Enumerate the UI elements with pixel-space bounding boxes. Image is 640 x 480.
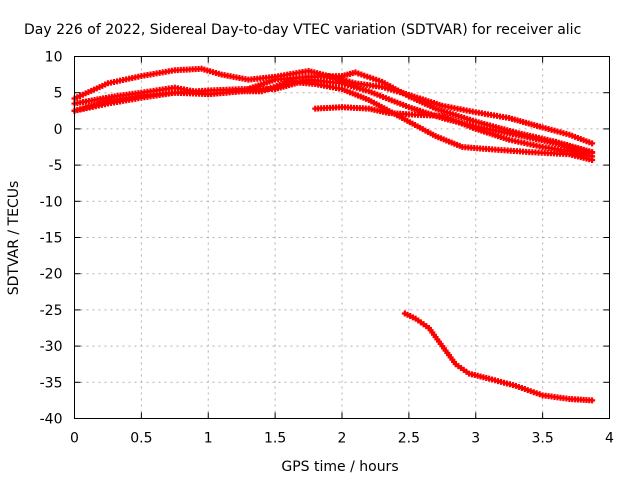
x-tick-label: 0.5 [130, 431, 152, 447]
y-tick-label: 5 [54, 86, 63, 102]
tick-layer: 0 0.5 1 1.5 2 2.5 3 3.5 4 10 5 0 -5 -10 -15 -20 -25 -30 -3… [40, 50, 614, 447]
x-tick-label: 4 [605, 431, 614, 447]
y-tick-label: -15 [40, 231, 63, 247]
series-sat-d [71, 78, 596, 164]
x-tick-label: 1 [204, 431, 213, 447]
y-tick-label: -30 [40, 339, 63, 355]
x-tick-label: 1.5 [264, 431, 286, 447]
y-tick-label: 10 [45, 50, 63, 66]
x-tick-label: 2.5 [398, 431, 420, 447]
x-tick-label: 3 [471, 431, 480, 447]
y-axis-label: SDTVAR / TECUs [6, 181, 22, 296]
series-sat-e [312, 104, 596, 160]
series-sat-f [401, 310, 596, 404]
data-point [589, 153, 596, 160]
data-point [589, 397, 596, 404]
data-point [589, 140, 596, 147]
series-trace [404, 312, 593, 402]
x-axis-label: GPS time / hours [281, 459, 398, 475]
x-tick-label: 3.5 [531, 431, 553, 447]
y-tick-label: -25 [40, 303, 63, 319]
x-tick-label: 2 [338, 431, 347, 447]
chart-title: Day 226 of 2022, Sidereal Day-to-day VTE… [24, 22, 581, 38]
y-tick-label: -35 [40, 375, 63, 391]
y-tick-label: 0 [54, 122, 63, 138]
y-tick-label: -10 [40, 194, 63, 210]
grid [74, 56, 610, 419]
series-layer [71, 65, 596, 404]
plot-frame [74, 56, 610, 419]
y-tick-label: -40 [40, 412, 63, 428]
x-tick-label: 0 [70, 431, 79, 447]
y-tick-label: -20 [40, 267, 63, 283]
y-tick-label: -5 [49, 158, 63, 174]
